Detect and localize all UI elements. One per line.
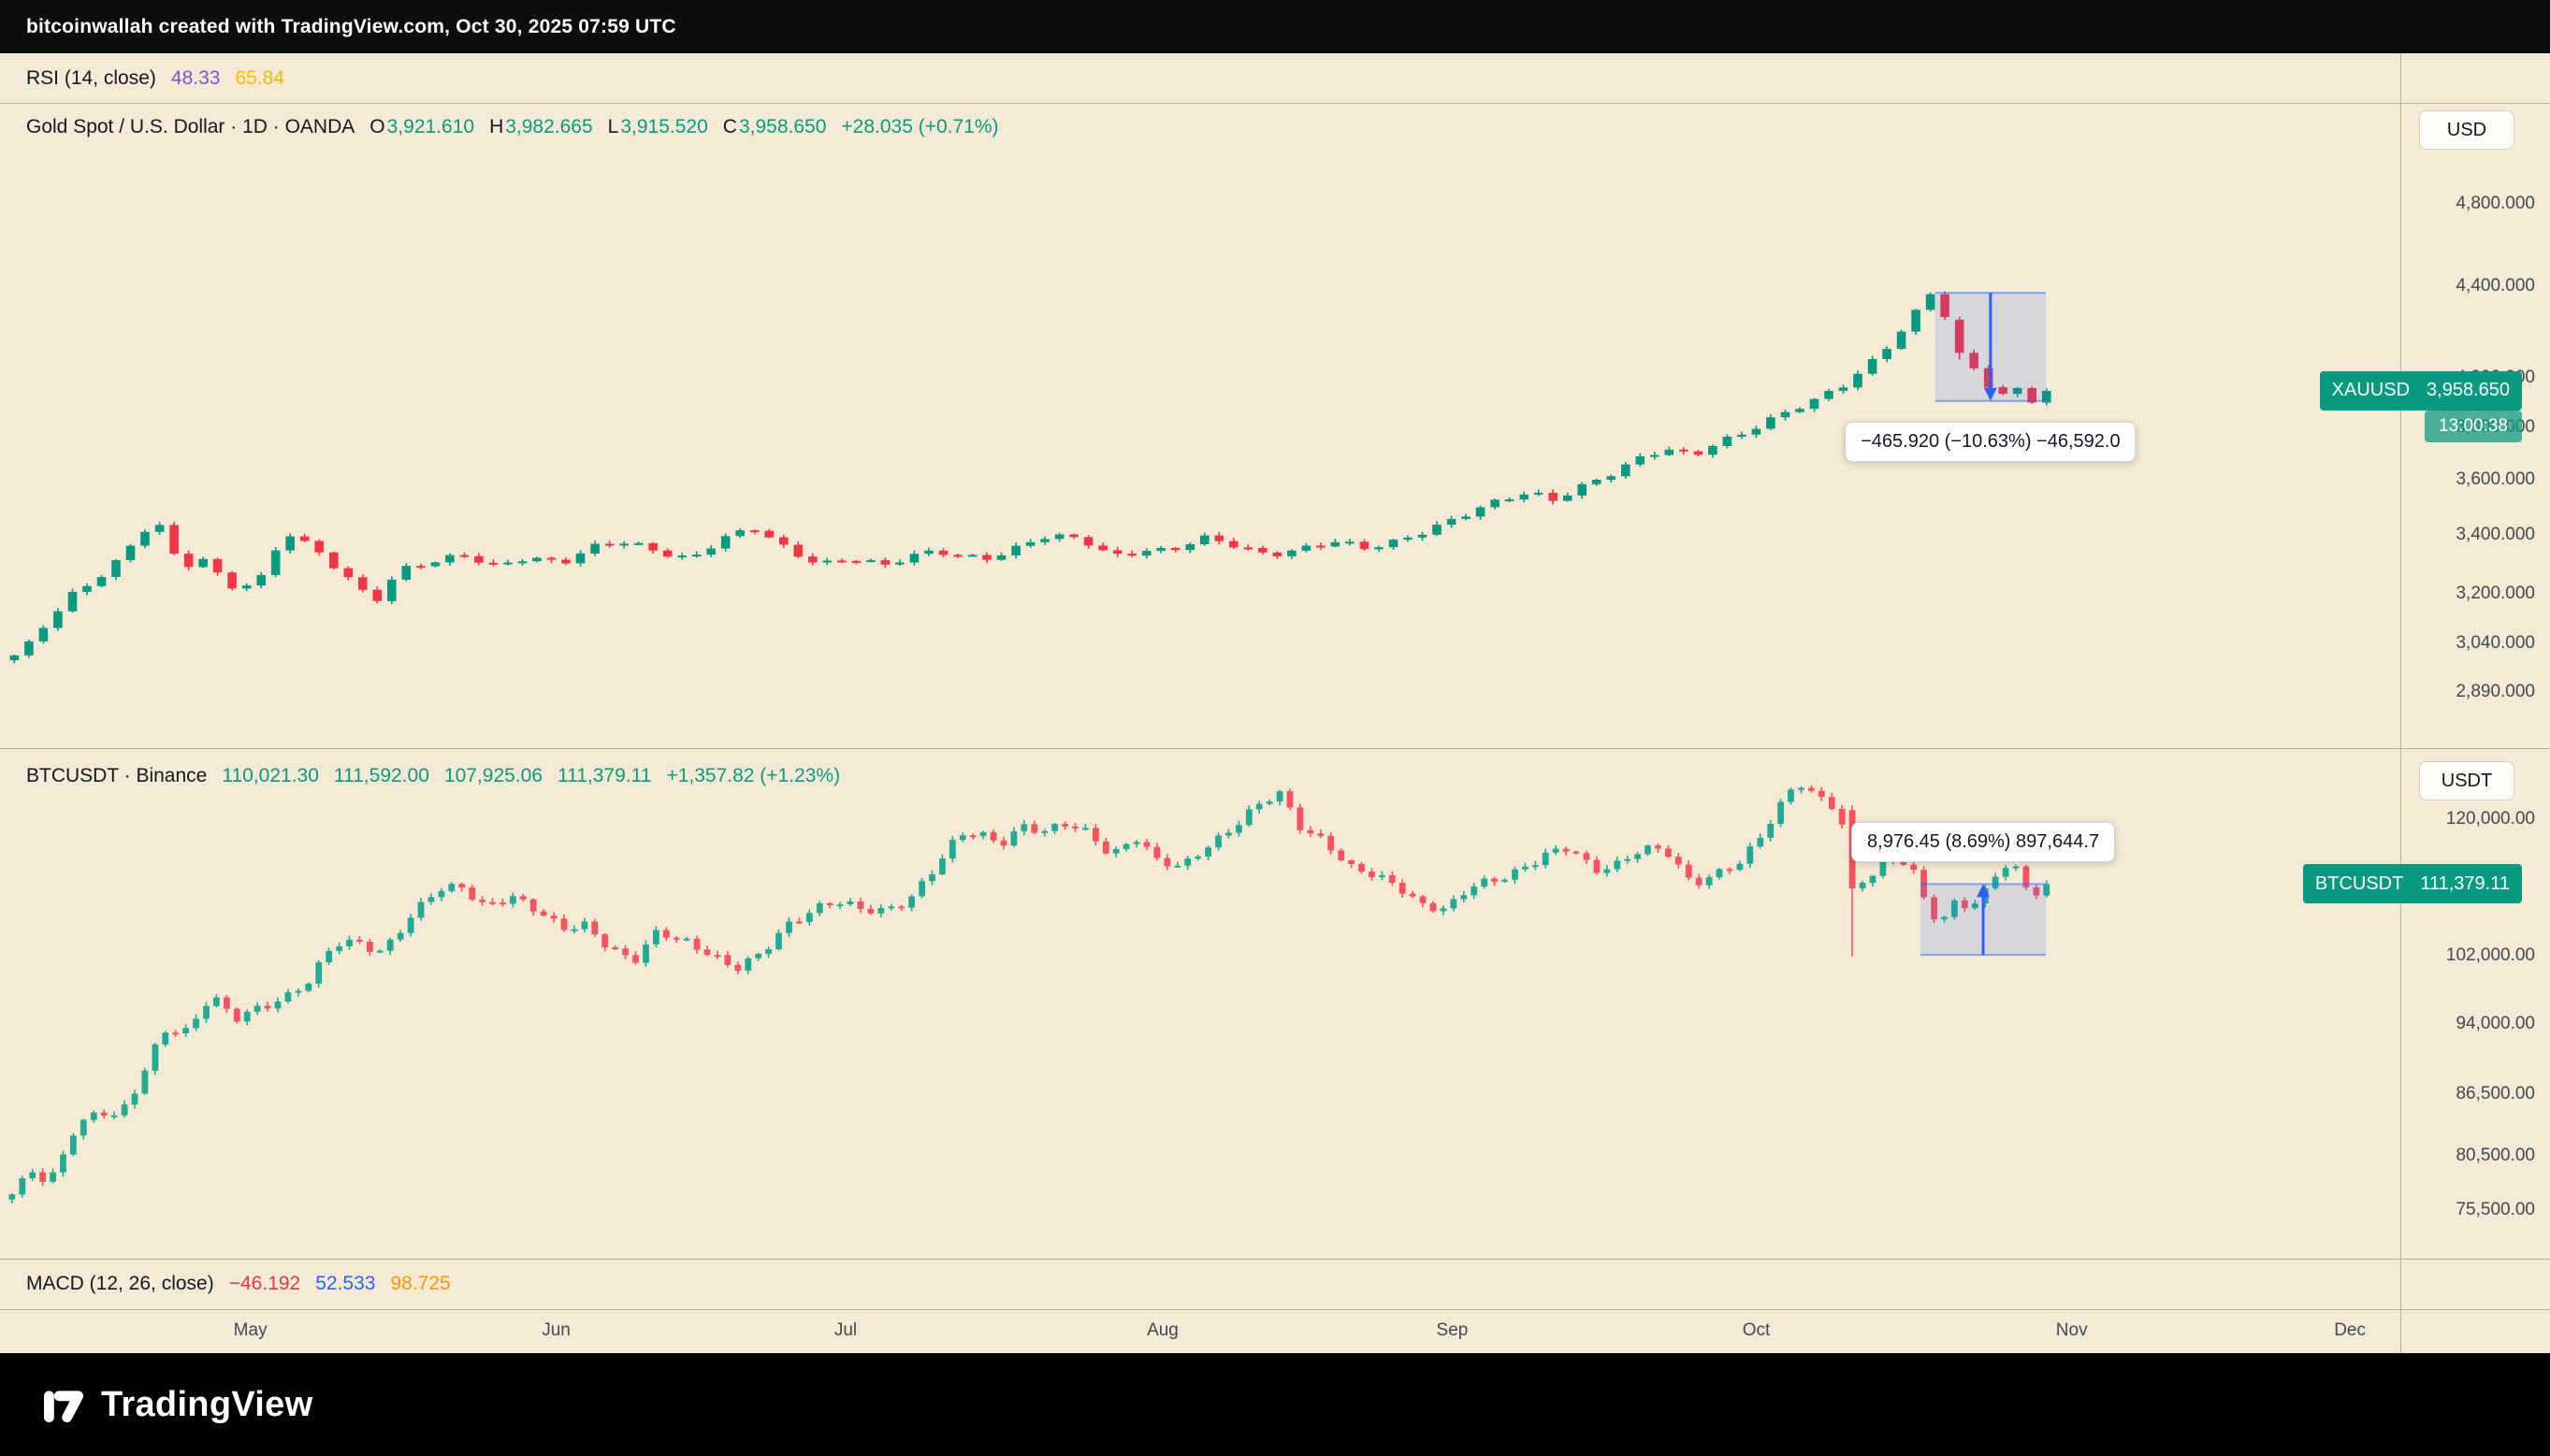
gold-low: L 3,915.520: [608, 116, 708, 138]
time-axis-label: Oct: [1742, 1320, 1771, 1340]
pane-separator[interactable]: [0, 1259, 2550, 1260]
price-axis-label: 86,500.00: [2456, 1084, 2535, 1104]
attribution-bar: bitcoinwallah created with TradingView.c…: [0, 0, 2550, 53]
rsi-legend: RSI (14, close) 48.33 65.84: [26, 53, 284, 103]
gold-candlestick-chart[interactable]: [0, 103, 2400, 748]
rsi-ma-value: 65.84: [235, 66, 285, 89]
macd-signal-value: 98.725: [390, 1273, 451, 1294]
gold-measure-label: −465.920 (−10.63%) −46,592.0: [1845, 421, 2137, 462]
badge-price: 3,958.650: [2427, 380, 2510, 401]
time-axis-label: May: [233, 1320, 268, 1340]
time-axis[interactable]: May Jun Jul Aug Sep Oct Nov Dec: [0, 1309, 2400, 1353]
ohlc-value: 3,982.665: [505, 116, 593, 137]
badge-price: 111,379.11: [2420, 872, 2510, 894]
ohlc-value: 3,915.520: [620, 116, 708, 137]
pane-separator[interactable]: [0, 748, 2550, 749]
chart-area: RSI (14, close) 48.33 65.84 Gold Spot / …: [0, 53, 2550, 1353]
bar-close-countdown: 13:00:38: [2425, 410, 2522, 442]
macd-line-value: 52.533: [315, 1273, 376, 1294]
gold-high: H 3,982.665: [489, 116, 593, 138]
btc-currency-button[interactable]: USDT: [2419, 761, 2514, 800]
ohlc-prefix: C: [722, 116, 737, 137]
footer-bar: TradingView: [0, 1353, 2550, 1456]
price-axis-label: 2,890.000: [2456, 681, 2535, 701]
price-axis-border: [2400, 53, 2401, 1353]
macd-legend: MACD (12, 26, close) −46.192 52.533 98.7…: [26, 1259, 451, 1309]
gold-change: +28.035 (+0.71%): [841, 116, 999, 137]
macd-histogram-value: −46.192: [228, 1273, 301, 1294]
btc-low-value: 107,925.06: [443, 765, 543, 786]
btc-symbol-title[interactable]: BTCUSDT · Binance: [26, 765, 208, 786]
gold-symbol-title[interactable]: Gold Spot / U.S. Dollar · 1D · OANDA: [26, 116, 355, 137]
macd-indicator-label[interactable]: MACD (12, 26, close): [26, 1273, 214, 1294]
btc-close-value: 111,379.11: [558, 765, 652, 786]
rsi-indicator-label[interactable]: RSI (14, close): [26, 66, 156, 89]
attribution-text: bitcoinwallah created with TradingView.c…: [26, 15, 676, 37]
price-axis-label: 94,000.00: [2456, 1014, 2535, 1034]
badge-symbol: BTCUSDT: [2314, 872, 2404, 894]
time-axis-label: Aug: [1147, 1320, 1179, 1340]
time-axis-label: Sep: [1436, 1320, 1469, 1340]
price-axis-label: 3,040.000: [2456, 632, 2535, 653]
time-axis-label: Dec: [2334, 1320, 2367, 1340]
ohlc-prefix: H: [489, 116, 504, 137]
time-axis-border: [0, 1309, 2550, 1310]
price-axis-label: 3,400.000: [2456, 525, 2535, 545]
btc-high-value: 111,592.00: [333, 765, 429, 786]
price-axis-label: 80,500.00: [2456, 1146, 2535, 1166]
rsi-pane: RSI (14, close) 48.33 65.84: [0, 53, 2400, 103]
price-axis-label: 3,200.000: [2456, 583, 2535, 603]
ohlc-prefix: O: [369, 116, 385, 137]
ohlc-prefix: L: [607, 116, 619, 137]
btc-candlestick-chart[interactable]: [0, 748, 2400, 1259]
btc-change: +1,357.82 (+1.23%): [666, 765, 841, 786]
btc-pane: BTCUSDT · Binance 110,021.30 111,592.00 …: [0, 748, 2400, 1259]
ohlc-value: 3,958.650: [738, 116, 827, 137]
gold-legend: Gold Spot / U.S. Dollar · 1D · OANDA O 3…: [26, 116, 999, 138]
gold-currency-button[interactable]: USD: [2419, 110, 2514, 150]
price-axis-label: 75,500.00: [2456, 1199, 2535, 1219]
xauusd-price-badge[interactable]: XAUUSD 3,958.650: [2319, 370, 2522, 411]
gold-close: C 3,958.650: [723, 116, 827, 138]
rsi-value: 48.33: [170, 66, 221, 89]
btc-legend: BTCUSDT · Binance 110,021.30 111,592.00 …: [26, 765, 840, 787]
pane-separator[interactable]: [0, 103, 2550, 104]
macd-pane: MACD (12, 26, close) −46.192 52.533 98.7…: [0, 1259, 2400, 1309]
price-axis-label: 120,000.00: [2445, 809, 2535, 829]
price-axis-label: 102,000.00: [2445, 945, 2535, 966]
price-axis-label: 4,400.000: [2456, 276, 2535, 296]
tradingview-logo-icon[interactable]: [41, 1380, 86, 1430]
time-axis-label: Nov: [2055, 1320, 2088, 1340]
badge-symbol: XAUUSD: [2331, 380, 2411, 401]
btcusdt-price-badge[interactable]: BTCUSDT 111,379.11: [2302, 864, 2522, 904]
gold-open: O 3,921.610: [369, 116, 474, 138]
btc-measure-label: 8,976.45 (8.69%) 897,644.7: [1851, 822, 2115, 863]
tradingview-brand[interactable]: TradingView: [101, 1384, 313, 1424]
price-axis-label: 4,800.000: [2456, 193, 2535, 213]
price-axis[interactable]: 4,800.0004,400.0004,000.0003,800.0003,60…: [2400, 53, 2550, 1353]
time-axis-label: Jun: [542, 1320, 571, 1340]
price-axis-label: 3,600.000: [2456, 469, 2535, 489]
gold-pane: Gold Spot / U.S. Dollar · 1D · OANDA O 3…: [0, 103, 2400, 748]
time-axis-label: Jul: [833, 1320, 858, 1340]
btc-open-value: 110,021.30: [222, 765, 319, 786]
ohlc-value: 3,921.610: [386, 116, 475, 137]
